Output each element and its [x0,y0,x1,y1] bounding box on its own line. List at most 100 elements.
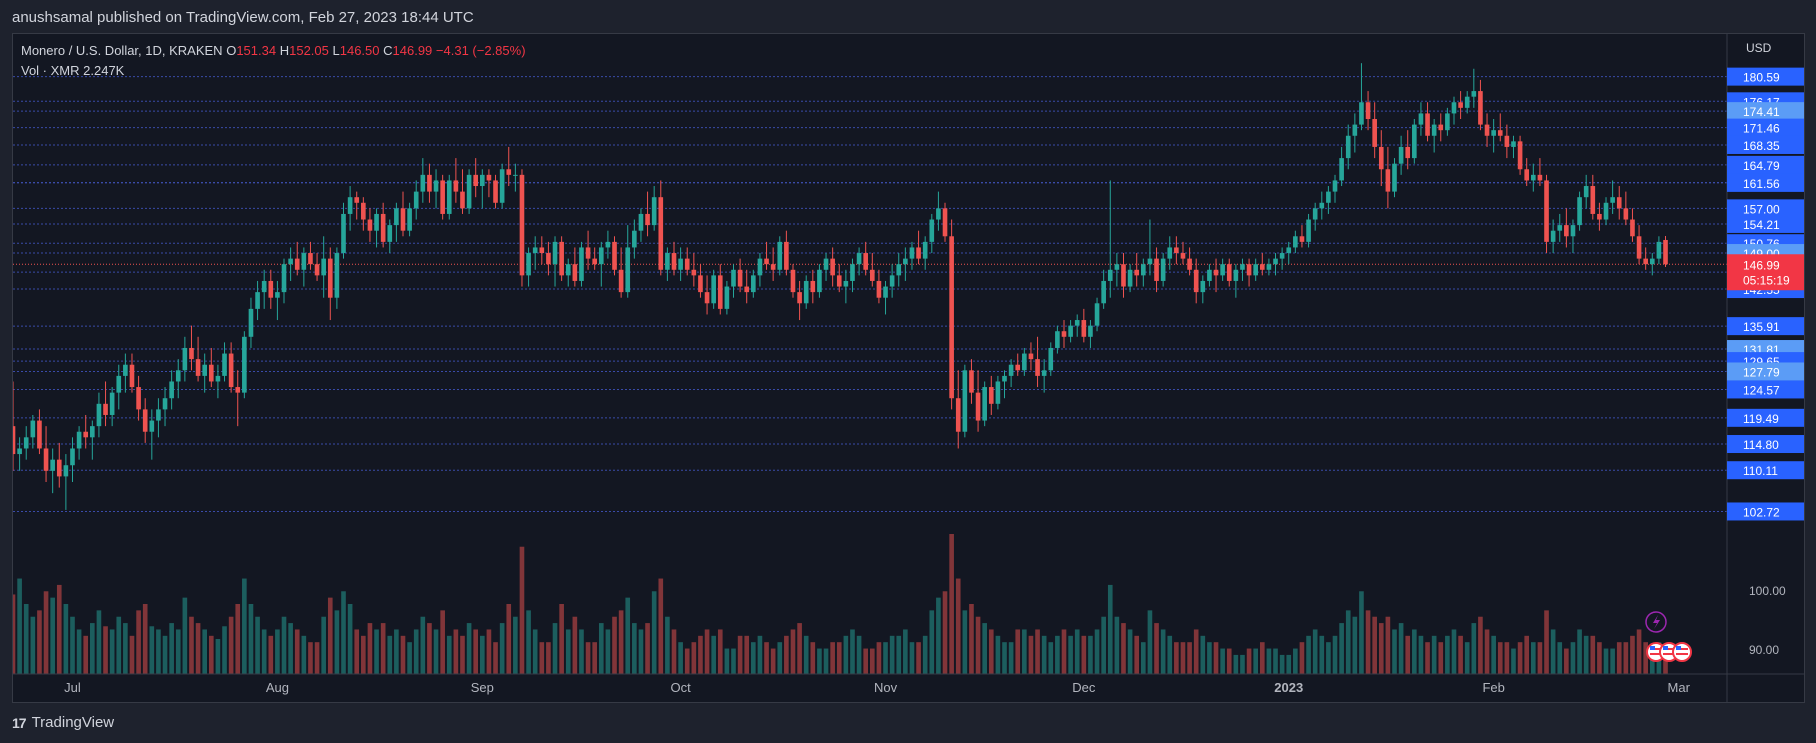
candle [645,191,650,237]
price-level-badge [1727,408,1804,427]
candle [433,169,439,209]
volume-bar [1425,642,1430,674]
volume-bar [162,635,168,674]
volume-bar [1431,635,1437,674]
high-value: 152.05 [289,43,329,58]
candle [1623,191,1629,226]
volume-bar [275,629,280,674]
volume-bar [1074,629,1080,674]
candle [493,174,498,209]
candle [341,202,346,259]
volume-bar [195,623,201,674]
volume-bar [374,629,379,674]
volume-bar [1101,616,1106,674]
time-tick-label: Sep [471,680,494,695]
candle [1154,247,1159,293]
volume-bar [1464,642,1470,674]
volume-bar [737,635,743,674]
volume-bar [63,604,69,674]
tradingview-footer[interactable]: 17 TradingView [12,714,114,731]
volume-bar [37,610,42,674]
open-value: 151.34 [236,43,277,58]
close-label: C [383,43,393,58]
price-level-badge [1727,67,1804,86]
volume-bar [651,591,657,674]
candle [70,437,75,482]
volume-bar [744,635,750,674]
candle [228,342,234,393]
candle [585,230,591,270]
volume-bar [955,578,961,674]
volume-bar [519,546,525,674]
volume-bar [116,616,122,674]
candle [1636,225,1642,265]
price-level-label: 119.49 [1743,412,1779,426]
volume-bar [1392,629,1397,674]
volume-bar [1200,635,1206,674]
volume-bar [1550,629,1556,674]
volume-bar [1332,635,1338,674]
candle [770,247,776,281]
lightning-icon-ring[interactable] [1645,611,1667,633]
candle [387,219,393,254]
candle [1352,113,1358,153]
volume-bar [1306,635,1311,674]
candle [1405,130,1411,170]
volume-bar [308,642,313,674]
chart-panel[interactable]: USD 180.59176.17174.41171.46168.35164.79… [12,33,1805,703]
candle [1537,158,1543,187]
candle [473,158,479,198]
volume-bar [1127,629,1133,674]
price-level-label: 114.80 [1743,438,1779,452]
candle [222,342,227,382]
candle [400,191,406,237]
volume-bar [1385,616,1391,674]
volume-bar [969,604,974,674]
candle [294,241,300,276]
candlestick-chart[interactable]: USD 180.59176.17174.41171.46168.35164.79… [13,34,1804,702]
candle [843,269,849,304]
candle [1663,236,1668,267]
candle [1207,264,1212,287]
volume-bar [473,629,479,674]
symbol-label[interactable]: Monero / U.S. Dollar, 1D, KRAKEN [21,43,223,58]
candle [572,247,578,287]
volume-bar [235,604,241,674]
us-flag-icon[interactable] [1672,642,1692,662]
candle [552,236,558,287]
candle [1418,102,1424,136]
candle [1121,253,1126,298]
candle [889,264,895,298]
volume-bar [1524,635,1530,674]
candle [803,275,809,309]
volume-bar [361,635,366,674]
volume-bar [1279,654,1285,674]
volume-bar [790,629,796,674]
volume-bar [995,635,1001,674]
volume-bar [427,623,432,674]
candle [1233,264,1239,298]
candle [579,241,584,287]
candle [1041,359,1047,393]
time-tick-label: Oct [670,680,691,695]
volume-bar [1577,629,1582,674]
candle [1055,325,1060,354]
volume-bar [96,610,102,674]
volume-label[interactable]: Vol · XMR [21,63,80,78]
candle [407,202,412,237]
candle [1107,180,1113,298]
candle [1299,225,1305,248]
candle [1319,191,1325,220]
candle [751,269,756,298]
candle [1438,113,1444,142]
candle [1431,119,1437,153]
candle [711,269,716,309]
volume-bar [1174,642,1179,674]
volume-bar [605,629,611,674]
candle [354,191,360,220]
volume-bar [770,648,776,674]
candle [1114,253,1120,287]
candle [1398,135,1404,175]
volume-bar [850,629,855,674]
candle [1530,163,1536,192]
